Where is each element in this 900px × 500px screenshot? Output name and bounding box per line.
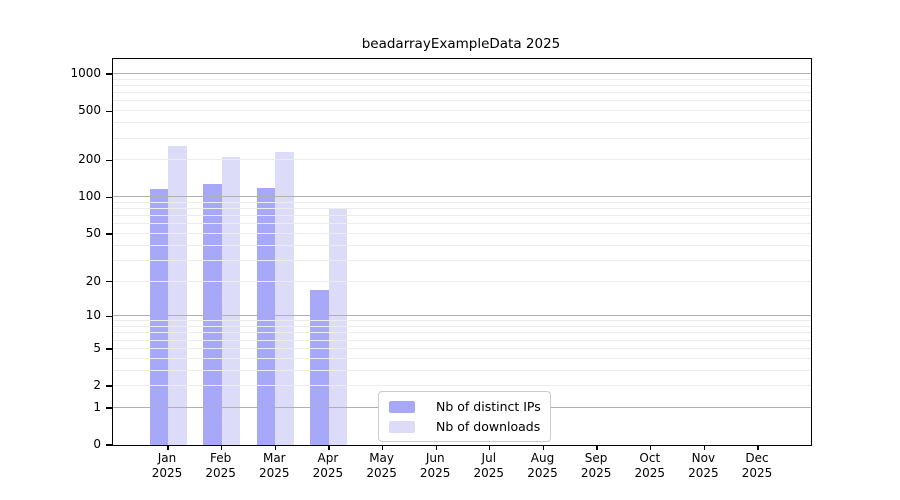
bar-downloads-jan bbox=[168, 145, 187, 445]
y-tick-mark bbox=[106, 110, 112, 112]
x-tick-label: Oct 2025 bbox=[634, 451, 666, 480]
y-tick-mark bbox=[106, 196, 112, 198]
bar-distinct-ips-mar bbox=[256, 188, 276, 445]
gridline-minor bbox=[113, 100, 811, 102]
x-tick-label: Jul 2025 bbox=[473, 451, 505, 480]
x-tick-label: Apr 2025 bbox=[312, 451, 344, 480]
y-tick-label: 2 bbox=[93, 378, 101, 392]
gridline-minor bbox=[113, 326, 811, 327]
legend: Nb of distinct IPs Nb of downloads bbox=[378, 391, 551, 442]
gridline-minor bbox=[113, 385, 811, 386]
bar-downloads-feb bbox=[221, 156, 241, 445]
y-tick-label: 20 bbox=[85, 273, 101, 288]
gridline-major bbox=[113, 73, 811, 74]
x-tick-mark bbox=[220, 445, 223, 450]
y-tick-mark bbox=[106, 280, 112, 283]
y-tick-label: 0 bbox=[93, 437, 101, 451]
y-tick-label: 50 bbox=[85, 225, 101, 240]
x-tick-label: May 2025 bbox=[366, 451, 397, 480]
x-tick-mark bbox=[381, 445, 384, 450]
y-tick-label: 1000 bbox=[70, 66, 101, 80]
x-tick-label: Mar 2025 bbox=[259, 451, 290, 480]
y-axis: 0 1 2 5 10 20 50 100 200 500 1000 bbox=[5, 58, 101, 451]
y-tick-label: 1 bbox=[93, 399, 101, 414]
y-tick-mark bbox=[106, 73, 112, 75]
x-tick-label: Feb 2025 bbox=[205, 451, 236, 480]
x-tick-mark bbox=[167, 445, 169, 450]
y-tick-label: 100 bbox=[78, 189, 101, 204]
gridline-minor bbox=[113, 137, 811, 139]
gridline-minor bbox=[113, 347, 811, 349]
plot-area bbox=[106, 58, 812, 450]
legend-swatch-downloads bbox=[389, 420, 415, 433]
gridline-minor bbox=[113, 215, 811, 217]
gridline-minor bbox=[113, 244, 811, 246]
gridline-minor bbox=[113, 280, 811, 282]
gridline-minor bbox=[113, 259, 811, 261]
x-tick-mark bbox=[328, 445, 330, 450]
x-tick-mark bbox=[596, 445, 598, 450]
gridline-minor bbox=[113, 320, 811, 322]
gridline-minor bbox=[113, 357, 811, 359]
legend-label-downloads: Nb of downloads bbox=[436, 419, 541, 434]
x-tick-mark bbox=[703, 445, 706, 450]
x-tick-mark bbox=[274, 445, 276, 450]
y-tick-mark bbox=[106, 348, 112, 350]
y-tick-mark bbox=[106, 159, 112, 161]
y-tick-label: 10 bbox=[85, 308, 101, 323]
x-tick-label: Jun 2025 bbox=[419, 451, 451, 480]
gridline-minor bbox=[113, 201, 811, 203]
gridline-minor bbox=[113, 122, 811, 124]
x-tick-label: Jan 2025 bbox=[151, 451, 183, 480]
y-tick-mark bbox=[106, 444, 112, 446]
x-tick-mark bbox=[489, 445, 491, 450]
y-tick-mark bbox=[106, 315, 112, 317]
gridline-minor bbox=[113, 339, 811, 341]
x-tick-mark bbox=[650, 445, 652, 450]
gridline-minor bbox=[113, 369, 811, 371]
bar-downloads-mar bbox=[275, 151, 294, 445]
bar-distinct-ips-feb bbox=[203, 184, 222, 445]
gridline-minor bbox=[113, 92, 811, 94]
legend-item-downloads: Nb of downloads bbox=[389, 419, 541, 434]
gridline-major bbox=[113, 315, 811, 317]
x-tick-mark bbox=[542, 445, 545, 450]
y-tick-label: 500 bbox=[78, 103, 101, 118]
chart-title: beadarrayExampleData 2025 bbox=[361, 36, 561, 52]
gridline-minor bbox=[113, 85, 811, 86]
y-tick-label: 200 bbox=[78, 152, 101, 167]
gridline-minor bbox=[113, 223, 811, 225]
bar-distinct-ips-jan bbox=[149, 189, 168, 445]
x-tick-label: Aug 2025 bbox=[527, 451, 558, 480]
gridline-minor bbox=[113, 78, 811, 80]
x-tick-label: Nov 2025 bbox=[688, 451, 719, 480]
gridline-minor bbox=[113, 332, 811, 334]
legend-swatch-distinct-ips bbox=[389, 400, 415, 413]
y-tick-label: 5 bbox=[93, 340, 101, 355]
x-tick-label: Dec 2025 bbox=[741, 451, 773, 480]
x-tick-mark bbox=[435, 445, 437, 450]
y-tick-mark bbox=[106, 233, 112, 235]
y-tick-mark bbox=[106, 385, 112, 387]
gridline-minor bbox=[113, 232, 811, 234]
legend-item-distinct-ips: Nb of distinct IPs bbox=[389, 399, 541, 414]
bar-distinct-ips-apr bbox=[310, 289, 329, 445]
x-tick-label: Sep 2025 bbox=[580, 451, 612, 480]
y-tick-mark bbox=[106, 407, 112, 409]
legend-label-distinct-ips: Nb of distinct IPs bbox=[436, 399, 541, 414]
gridline-minor bbox=[113, 208, 811, 209]
x-tick-mark bbox=[757, 445, 759, 450]
gridline-minor bbox=[113, 110, 811, 112]
gridline-major bbox=[113, 196, 811, 198]
gridline-minor bbox=[113, 159, 811, 161]
